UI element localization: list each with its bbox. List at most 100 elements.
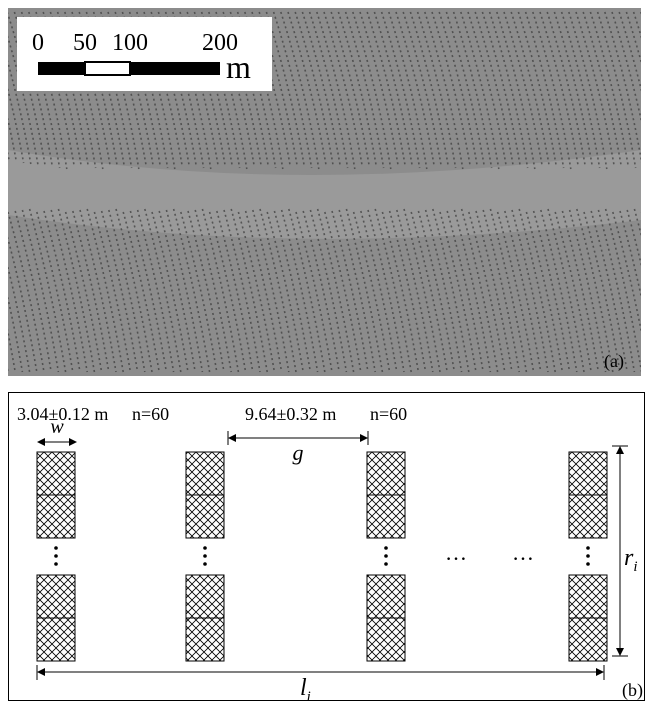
plant-row	[324, 211, 362, 373]
plot-cell	[185, 617, 225, 662]
ellipsis: …	[445, 540, 467, 565]
row-symbol: ri	[624, 545, 638, 575]
plant-row	[590, 210, 628, 373]
dot	[54, 562, 58, 566]
plant-row	[294, 11, 334, 167]
plant-row	[524, 11, 565, 169]
plant-row	[445, 11, 486, 168]
panel-label: (b)	[622, 680, 643, 701]
plant-row	[424, 209, 463, 373]
plant-row	[596, 11, 637, 169]
plant-row	[330, 11, 370, 167]
plant-row	[344, 11, 385, 169]
plant-row	[280, 11, 320, 170]
plant-row	[237, 211, 276, 373]
gap-stat: 9.64±0.32 m	[245, 404, 336, 424]
plant-row	[388, 11, 428, 170]
plant-row	[366, 11, 406, 167]
plant-row	[352, 211, 391, 373]
plant-row	[482, 209, 520, 373]
dot	[203, 546, 207, 550]
plant-row	[280, 209, 319, 373]
dot	[384, 562, 388, 566]
plant-row	[583, 211, 621, 373]
plant-row	[540, 209, 578, 373]
plant-row	[388, 210, 427, 373]
plant-row	[223, 209, 261, 373]
plot-cell	[36, 451, 76, 496]
plant-row	[452, 11, 493, 169]
plot-cell	[185, 494, 225, 539]
plant-row	[43, 210, 81, 373]
plant-row	[553, 11, 594, 168]
row-symbol-base: r	[624, 545, 634, 571]
plant-row	[72, 210, 110, 373]
plant-row	[467, 11, 507, 166]
length-symbol-base: l	[300, 675, 307, 701]
plant-row	[338, 209, 376, 373]
plant-row	[309, 209, 348, 373]
plant-row	[359, 11, 399, 166]
length-symbol-sub: i	[307, 689, 311, 704]
plant-row	[208, 211, 247, 373]
plant-row	[582, 11, 622, 167]
plot-cell	[366, 617, 406, 662]
plant-row	[568, 209, 607, 373]
plant-row	[360, 210, 398, 373]
plant-row	[503, 11, 543, 166]
plant-row	[380, 11, 421, 169]
plant-row	[129, 210, 168, 373]
plant-row	[36, 211, 74, 373]
plant-row	[287, 11, 327, 166]
plant-row	[316, 11, 356, 170]
plant-row	[395, 11, 435, 166]
plant-row	[640, 11, 641, 16]
scale-label: 0	[32, 30, 44, 56]
plant-row	[481, 11, 522, 168]
plant-row	[496, 11, 536, 170]
plant-row	[511, 209, 549, 373]
plant-row	[64, 211, 103, 373]
scale-segment	[130, 62, 220, 75]
plant-row	[604, 11, 641, 164]
scale-unit: m	[226, 49, 251, 85]
scale-segment	[84, 61, 131, 76]
plant-row	[410, 211, 448, 373]
plant-row	[546, 11, 586, 167]
plant-row	[431, 11, 471, 166]
plant-row	[266, 211, 304, 373]
dot	[384, 554, 388, 558]
dot	[54, 546, 58, 550]
plant-row	[50, 209, 88, 373]
plant-row	[151, 211, 189, 373]
plant-row	[554, 211, 592, 373]
plant-row	[308, 11, 349, 169]
plant-row	[331, 210, 369, 373]
plant-row	[589, 11, 630, 168]
plot-cell	[568, 617, 608, 662]
width-symbol: w	[50, 416, 64, 438]
dot	[586, 562, 590, 566]
scale-label: 200	[202, 30, 238, 56]
plant-row	[597, 209, 636, 373]
plant-row	[575, 11, 615, 166]
plant-row	[252, 209, 290, 373]
plant-row	[79, 209, 117, 373]
width-stat: 3.04±0.12 m	[17, 404, 108, 424]
plant-row	[180, 211, 218, 373]
plant-row	[611, 11, 641, 124]
plant-row	[8, 367, 9, 372]
dot	[203, 562, 207, 566]
plant-row	[409, 11, 450, 168]
aerial-image	[8, 8, 641, 376]
plant-row	[8, 150, 10, 162]
plant-row	[381, 211, 420, 373]
scale-label: 100	[112, 30, 148, 56]
plant-row	[258, 11, 298, 167]
plant-row	[424, 11, 464, 170]
plant-row	[8, 264, 31, 373]
plant-row	[8, 60, 32, 165]
plant-row	[295, 211, 333, 373]
plant-row	[439, 211, 477, 373]
